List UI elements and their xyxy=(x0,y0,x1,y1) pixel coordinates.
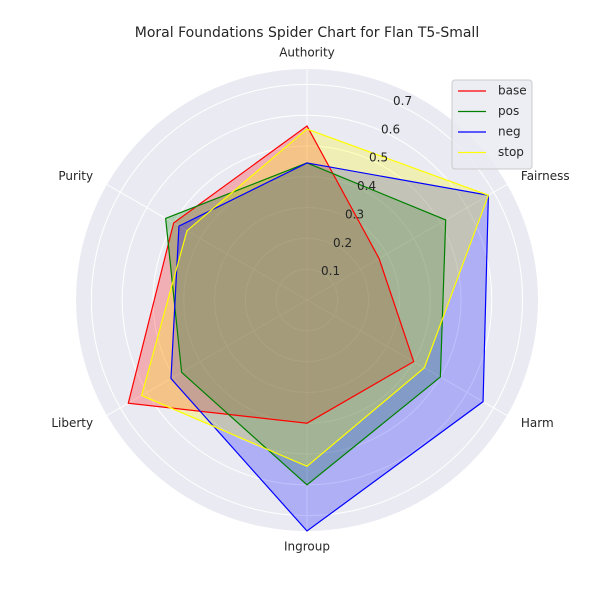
legend-label: base xyxy=(498,84,527,98)
category-label: Ingroup xyxy=(284,540,330,554)
radial-tick-label: 0.5 xyxy=(369,151,388,165)
category-label: Harm xyxy=(521,416,554,430)
category-label: Fairness xyxy=(521,169,570,183)
series-line-pos xyxy=(164,162,447,486)
legend-label: pos xyxy=(498,104,519,118)
series-line-stop xyxy=(140,128,490,468)
legend: base pos neg stop xyxy=(451,79,533,170)
series-fill-base xyxy=(128,125,414,424)
radial-tick-label: 0.2 xyxy=(333,236,352,250)
legend-label: neg xyxy=(498,125,521,139)
series-fill-stop xyxy=(141,129,489,467)
grid-spoke xyxy=(106,184,308,301)
grid-spoke xyxy=(306,184,508,301)
series-layer xyxy=(127,125,490,532)
series-fill-neg xyxy=(170,162,489,531)
polar-grid xyxy=(90,69,524,531)
legend-label: stop xyxy=(498,145,524,159)
radial-tick-label: 0.1 xyxy=(321,264,340,278)
category-label: Purity xyxy=(58,169,93,183)
radial-tick-labels: 0.1 0.2 0.3 0.4 0.5 0.6 0.7 xyxy=(321,94,412,278)
series-line-base xyxy=(127,125,415,424)
category-labels: Authority Fairness Harm Ingroup Liberty Purit… xyxy=(51,46,569,554)
category-label: Authority xyxy=(279,46,335,60)
series-fill-pos xyxy=(165,162,446,485)
radial-tick-label: 0.6 xyxy=(381,122,400,136)
legend-box xyxy=(451,79,533,170)
grid-spoke xyxy=(306,299,508,416)
grid-spoke xyxy=(106,299,308,416)
radial-tick-label: 0.7 xyxy=(393,94,412,108)
radial-tick-label: 0.3 xyxy=(345,207,364,221)
category-label: Liberty xyxy=(51,416,93,430)
radial-tick-label: 0.4 xyxy=(357,179,376,193)
chart-title: Moral Foundations Spider Chart for Flan … xyxy=(135,25,479,41)
